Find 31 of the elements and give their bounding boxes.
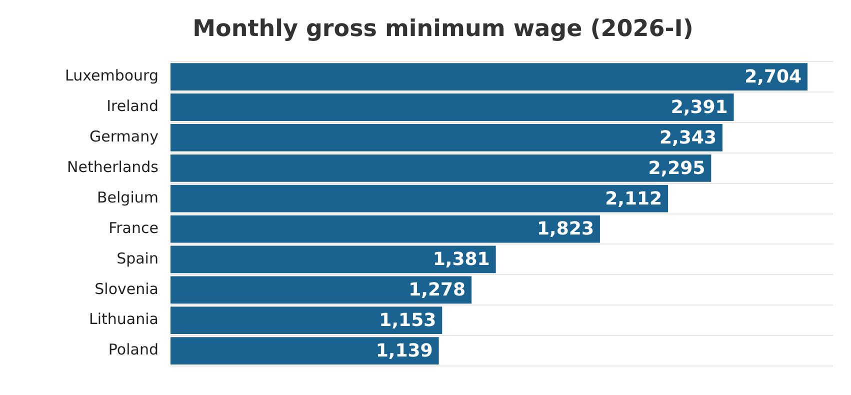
- data-label: 2,112: [605, 188, 662, 210]
- bar: [170, 246, 496, 274]
- bar: [170, 337, 439, 364]
- y-tick-label: Poland: [108, 340, 158, 359]
- y-tick-label: Ireland: [106, 97, 158, 116]
- data-label: 1,278: [408, 280, 466, 301]
- bar: [170, 306, 442, 334]
- y-tick-label: Slovenia: [94, 280, 158, 298]
- data-label: 1,381: [432, 249, 490, 270]
- data-label: 1,823: [537, 218, 594, 240]
- y-tick-label: Luxembourg: [64, 66, 158, 85]
- y-tick-label: Germany: [90, 128, 159, 146]
- bar: [170, 184, 668, 212]
- bar: [170, 124, 722, 152]
- data-label: 2,295: [648, 158, 706, 179]
- data-label: 2,343: [660, 127, 716, 148]
- data-label: 1,139: [376, 340, 433, 362]
- bar: [170, 276, 472, 304]
- y-tick-label: Lithuania: [89, 310, 158, 328]
- y-tick-label: France: [108, 218, 158, 237]
- bar: [170, 94, 734, 121]
- y-tick-label: Spain: [116, 249, 158, 268]
- y-tick-label: Belgium: [96, 188, 158, 206]
- y-tick-label: Netherlands: [67, 158, 159, 176]
- bar: [170, 154, 712, 182]
- data-label: 1,153: [379, 310, 436, 332]
- bar: [170, 63, 808, 91]
- bar: [170, 215, 600, 243]
- data-label: 2,391: [670, 96, 728, 118]
- chart-title: Monthly gross minimum wage (2026-I): [192, 16, 694, 42]
- data-label: 2,704: [744, 66, 802, 88]
